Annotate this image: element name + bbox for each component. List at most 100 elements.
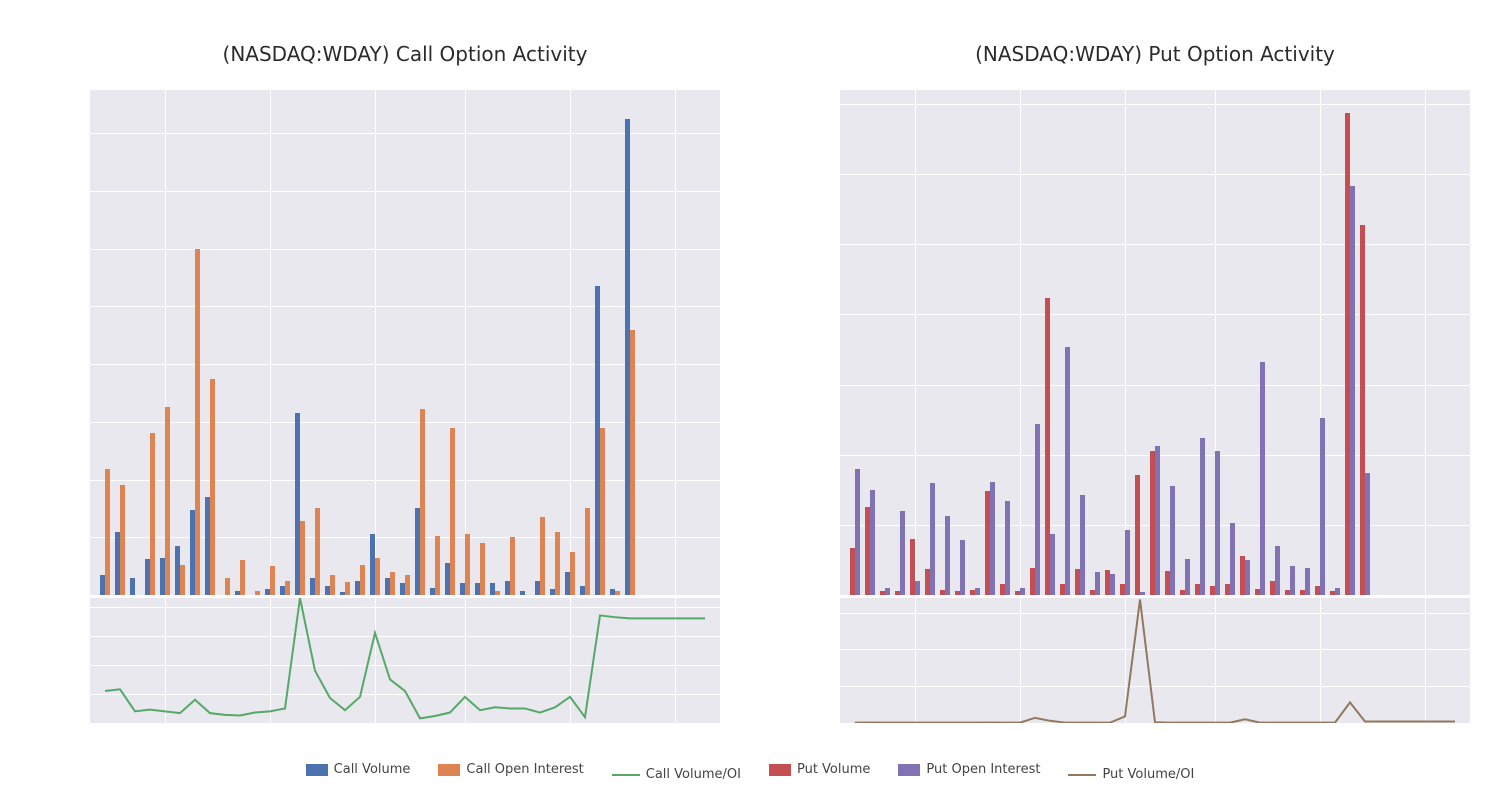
put-open-interest-bar [1230,523,1235,595]
put-open-interest-bar [855,469,860,595]
put-open-interest-bar [1305,568,1310,595]
gridline-v [375,90,376,595]
put-open-interest-bar [945,516,950,595]
call-open-interest-bar [270,566,275,595]
gridline-h [840,385,1470,386]
put-volume-bar [1135,475,1140,595]
legend-item: Put Volume [769,762,870,777]
gridline-v [270,90,271,595]
call-open-interest-bar [255,591,260,595]
call-open-interest-bar [555,532,560,595]
call-open-interest-bar [495,591,500,595]
put-open-interest-bar [1020,588,1025,595]
call-volume-oi-line [90,598,720,723]
put-open-interest-bar [1245,560,1250,595]
put-open-interest-bar [1110,574,1115,595]
put-chart-title: (NASDAQ:WDAY) Put Option Activity [840,42,1470,66]
legend-label: Put Volume [797,762,870,777]
call-open-interest-bar [165,407,170,595]
legend-label: Call Volume [334,762,411,777]
gridline-v [1125,90,1126,595]
put-open-interest-bar [1050,534,1055,595]
call-bar-plot: 2k4k6k8k10k12k14k16k [90,90,720,595]
put-open-interest-bar [1320,418,1325,595]
call-open-interest-bar [360,565,365,595]
gridline-h [840,174,1470,175]
put-open-interest-bar [930,483,935,595]
put-open-interest-bar [960,540,965,595]
gridline-v [675,90,676,595]
put-open-interest-bar [1005,501,1010,595]
call-open-interest-bar [225,578,230,595]
call-open-interest-bar [450,428,455,595]
call-open-interest-bar [120,485,125,595]
put-open-interest-bar [1335,588,1340,595]
legend-line-icon [612,774,640,776]
call-open-interest-bar [210,379,215,595]
gridline-h [840,104,1470,105]
legend-swatch [769,764,791,776]
call-open-interest-bar [285,581,290,595]
legend-swatch [306,764,328,776]
put-open-interest-bar [1275,546,1280,595]
put-open-interest-bar [1215,451,1220,595]
call-open-interest-bar [180,565,185,595]
call-open-interest-bar [300,521,305,595]
put-open-interest-bar [1290,566,1295,595]
put-open-interest-bar [1200,438,1205,595]
call-open-interest-bar [150,433,155,595]
call-volume-bar [520,591,525,595]
call-open-interest-bar [510,537,515,595]
put-open-interest-bar [975,588,980,595]
figure: (NASDAQ:WDAY) Call Option Activity 2k4k6… [0,0,1500,800]
call-open-interest-bar [105,469,110,595]
call-open-interest-bar [240,560,245,595]
put-open-interest-bar [870,490,875,595]
legend-swatch [438,764,460,776]
gridline-v [1425,90,1426,595]
legend-label: Call Open Interest [466,762,583,777]
call-open-interest-bar [330,575,335,595]
call-open-interest-bar [345,582,350,595]
legend-label: Put Volume/OI [1102,767,1194,782]
put-open-interest-bar [1140,592,1145,596]
legend-item: Put Open Interest [898,762,1040,777]
put-open-interest-bar [1170,486,1175,595]
put-open-interest-bar [1095,572,1100,595]
call-open-interest-bar [420,409,425,595]
put-open-interest-bar [885,588,890,595]
call-open-interest-bar [570,552,575,595]
call-open-interest-bar [195,249,200,595]
legend-item: Call Open Interest [438,762,583,777]
put-open-interest-bar [1080,495,1085,595]
call-open-interest-bar [315,508,320,595]
put-open-interest-bar [1125,530,1130,595]
put-open-interest-bar [1365,473,1370,595]
gridline-v [915,90,916,595]
legend-swatch [898,764,920,776]
put-ratio-plot: 050010001500Dec 152024Dec 29Jan 122025Ja… [840,598,1470,723]
legend-label: Call Volume/OI [646,767,741,782]
call-open-interest-bar [375,558,380,596]
legend-line-icon [1068,774,1096,776]
put-open-interest-bar [915,581,920,595]
call-chart-title: (NASDAQ:WDAY) Call Option Activity [90,42,720,66]
put-open-interest-bar [1260,362,1265,595]
put-open-interest-bar [900,511,905,595]
legend-item: Call Volume [306,762,411,777]
legend-item: Call Volume/OI [612,767,741,782]
put-open-interest-bar [990,482,995,595]
call-open-interest-bar [465,534,470,595]
call-open-interest-bar [390,572,395,595]
gridline-h [840,244,1470,245]
call-open-interest-bar [435,536,440,595]
put-bar-plot: 1000200030004000500060007000 [840,90,1470,595]
put-open-interest-bar [1155,446,1160,595]
call-open-interest-bar [540,517,545,595]
put-volume-oi-line [840,598,1470,723]
legend: Call Volume Call Open Interest Call Volume… [0,762,1500,782]
put-open-interest-bar [1350,186,1355,595]
call-open-interest-bar [600,428,605,595]
gridline-v [1020,90,1021,595]
call-open-interest-bar [585,508,590,595]
